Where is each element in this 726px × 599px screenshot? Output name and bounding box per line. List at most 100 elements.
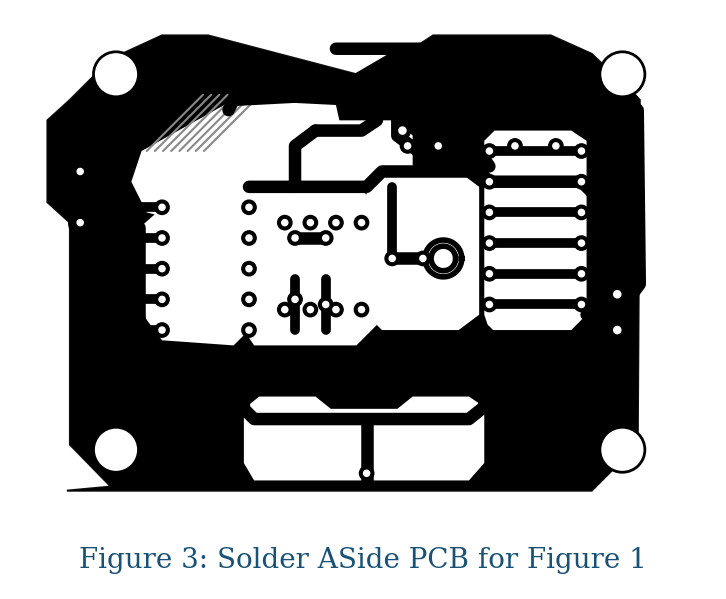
- Circle shape: [242, 200, 256, 214]
- Circle shape: [579, 209, 584, 216]
- Circle shape: [159, 204, 165, 210]
- Circle shape: [579, 240, 584, 246]
- Circle shape: [579, 301, 584, 307]
- Circle shape: [307, 220, 314, 226]
- Circle shape: [303, 216, 317, 230]
- Circle shape: [359, 220, 364, 226]
- Circle shape: [482, 236, 497, 250]
- Circle shape: [303, 302, 317, 317]
- Circle shape: [401, 139, 415, 153]
- Polygon shape: [47, 35, 640, 491]
- Polygon shape: [484, 131, 587, 330]
- Circle shape: [394, 122, 411, 139]
- Circle shape: [319, 231, 333, 245]
- Circle shape: [354, 302, 369, 317]
- Polygon shape: [139, 213, 249, 346]
- Polygon shape: [47, 35, 640, 491]
- Circle shape: [155, 292, 169, 307]
- Circle shape: [282, 220, 288, 226]
- Circle shape: [277, 216, 292, 230]
- Circle shape: [579, 271, 584, 277]
- Circle shape: [574, 236, 589, 250]
- Circle shape: [574, 297, 589, 311]
- Circle shape: [399, 127, 406, 134]
- Circle shape: [159, 327, 165, 333]
- Circle shape: [292, 235, 298, 241]
- Circle shape: [94, 52, 139, 97]
- Circle shape: [482, 144, 497, 158]
- Circle shape: [435, 143, 441, 149]
- Circle shape: [246, 235, 252, 241]
- Circle shape: [159, 235, 165, 241]
- Circle shape: [155, 231, 169, 245]
- Circle shape: [246, 204, 252, 210]
- Circle shape: [404, 143, 411, 149]
- Polygon shape: [367, 171, 479, 330]
- Circle shape: [574, 205, 589, 220]
- Circle shape: [322, 301, 329, 307]
- Circle shape: [159, 265, 165, 272]
- Circle shape: [359, 307, 364, 313]
- Circle shape: [613, 326, 621, 334]
- Polygon shape: [244, 397, 484, 480]
- Polygon shape: [316, 120, 412, 187]
- Circle shape: [574, 174, 589, 189]
- Circle shape: [246, 297, 252, 302]
- Circle shape: [482, 205, 497, 220]
- Text: Figure 3: Solder ASide PCB for Figure 1: Figure 3: Solder ASide PCB for Figure 1: [79, 546, 647, 574]
- Circle shape: [431, 139, 446, 153]
- Circle shape: [552, 143, 559, 149]
- Circle shape: [613, 291, 621, 298]
- Circle shape: [416, 252, 430, 265]
- Circle shape: [155, 200, 169, 214]
- Polygon shape: [131, 100, 346, 233]
- Circle shape: [319, 297, 333, 311]
- Circle shape: [307, 307, 314, 313]
- Circle shape: [277, 302, 292, 317]
- Circle shape: [482, 174, 497, 189]
- Circle shape: [507, 139, 522, 153]
- Circle shape: [385, 252, 399, 265]
- Circle shape: [354, 216, 369, 230]
- Circle shape: [600, 427, 645, 472]
- Circle shape: [486, 179, 492, 184]
- Circle shape: [292, 297, 298, 302]
- Circle shape: [482, 267, 497, 281]
- Circle shape: [486, 148, 492, 154]
- Circle shape: [333, 220, 339, 226]
- Circle shape: [282, 307, 288, 313]
- Polygon shape: [244, 187, 377, 346]
- Circle shape: [389, 255, 395, 262]
- Circle shape: [73, 164, 87, 179]
- Circle shape: [322, 235, 329, 241]
- Circle shape: [159, 297, 165, 302]
- Circle shape: [600, 52, 645, 97]
- Circle shape: [486, 209, 492, 216]
- Circle shape: [609, 322, 625, 338]
- Circle shape: [549, 139, 563, 153]
- Circle shape: [609, 286, 625, 302]
- Circle shape: [486, 240, 492, 246]
- Circle shape: [155, 323, 169, 337]
- Circle shape: [242, 292, 256, 307]
- Circle shape: [574, 144, 589, 158]
- Circle shape: [242, 231, 256, 245]
- Circle shape: [420, 255, 426, 262]
- Circle shape: [77, 168, 83, 174]
- Circle shape: [288, 292, 302, 307]
- Circle shape: [246, 265, 252, 272]
- Circle shape: [486, 271, 492, 277]
- Circle shape: [364, 470, 370, 476]
- Circle shape: [155, 262, 169, 276]
- Circle shape: [574, 267, 589, 281]
- Circle shape: [242, 262, 256, 276]
- Circle shape: [242, 323, 256, 337]
- Circle shape: [579, 148, 584, 154]
- Circle shape: [94, 427, 139, 472]
- Circle shape: [329, 216, 343, 230]
- Circle shape: [482, 297, 497, 311]
- Circle shape: [512, 143, 518, 149]
- Circle shape: [486, 301, 492, 307]
- Circle shape: [246, 327, 252, 333]
- Circle shape: [333, 307, 339, 313]
